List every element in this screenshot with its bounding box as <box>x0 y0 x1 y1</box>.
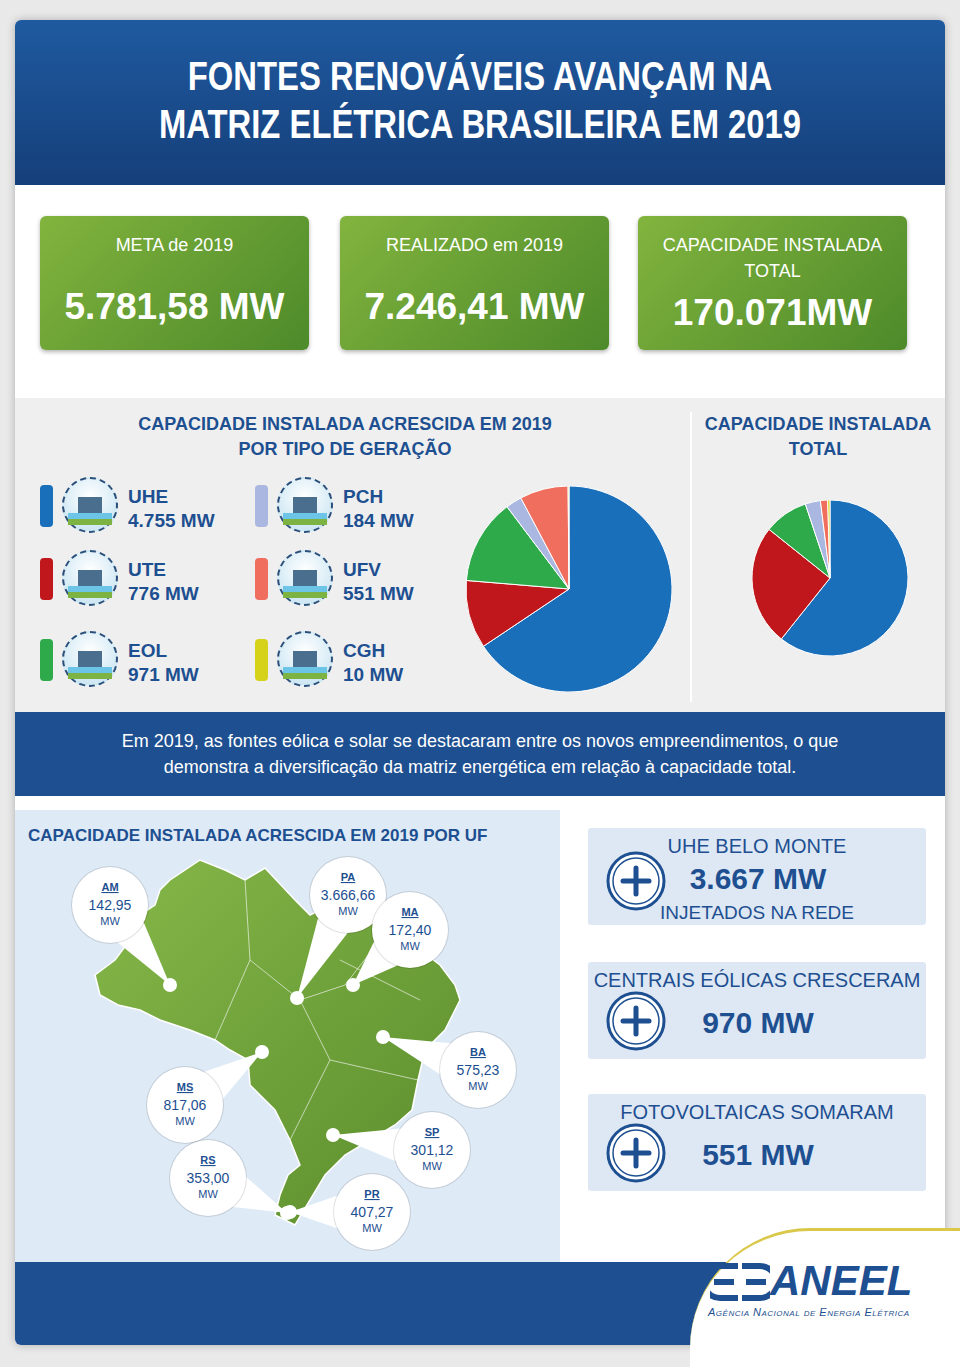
svg-text:MW: MW <box>400 940 420 952</box>
svg-text:MW: MW <box>468 1080 488 1092</box>
html-text:CAPACIDADE INSTALADA ACRESCIDA: CAPACIDADE INSTALADA ACRESCIDA EM 2019 P… <box>138 414 552 459</box>
svg-text:MA: MA <box>401 906 418 918</box>
html-text:CAPACIDADE INSTALADA TOTAL: CAPACIDADE INSTALADA TOTAL <box>704 414 932 459</box>
html-text:PCH: PCH <box>343 486 384 507</box>
html-text:10 MW: 10 MW <box>343 664 404 685</box>
html-text:CGH: CGH <box>343 640 386 661</box>
html-text:5.781,58 MW: 5.781,58 MW <box>64 286 285 327</box>
html-text:CAPACIDADE INSTALADA TOTAL: CAPACIDADE INSTALADA TOTAL <box>662 235 883 281</box>
html-text:UHE: UHE <box>128 486 169 507</box>
svg-text:PA: PA <box>341 871 356 883</box>
svg-text:575,23: 575,23 <box>457 1062 500 1078</box>
html-text:REALIZADO em 2019: REALIZADO em 2019 <box>386 235 563 255</box>
svg-text:RS: RS <box>200 1154 215 1166</box>
svg-text:172,40: 172,40 <box>389 922 432 938</box>
svg-text:MW: MW <box>338 905 358 917</box>
html-text:551 MW: 551 MW <box>343 583 414 604</box>
html-text:971 MW: 971 MW <box>128 664 199 685</box>
html-text:CENTRAIS EÓLICAS CRESCERAM: CENTRAIS EÓLICAS CRESCERAM <box>593 969 921 991</box>
html-text:UHE BELO MONTE: UHE BELO MONTE <box>667 835 847 857</box>
html-text:ANEEL: ANEEL <box>770 1257 913 1304</box>
html-text:551 MW: 551 MW <box>702 1138 814 1171</box>
svg-text:817,06: 817,06 <box>164 1097 207 1113</box>
svg-text:MW: MW <box>362 1222 382 1234</box>
svg-text:353,00: 353,00 <box>187 1170 230 1186</box>
html-text:UTE: UTE <box>128 559 166 580</box>
svg-text:301,12: 301,12 <box>411 1142 454 1158</box>
html-text:CAPACIDADE INSTALADA ACRESCIDA: CAPACIDADE INSTALADA ACRESCIDA EM 2019 P… <box>28 826 488 845</box>
svg-text:3.666,66: 3.666,66 <box>321 887 376 903</box>
svg-text:SP: SP <box>425 1126 440 1138</box>
html-text:Em 2019, as fontes eólica e so: Em 2019, as fontes eólica e solar se des… <box>121 731 839 777</box>
svg-text:BA: BA <box>470 1046 486 1058</box>
html-text:184 MW: 184 MW <box>343 510 414 531</box>
svg-text:142,95: 142,95 <box>89 897 132 913</box>
html-text:META de 2019: META de 2019 <box>115 235 234 255</box>
html-text:EOL: EOL <box>128 640 168 661</box>
svg-text:MW: MW <box>100 915 120 927</box>
svg-text:AM: AM <box>101 881 118 893</box>
svg-text:407,27: 407,27 <box>351 1204 394 1220</box>
html-text:970 MW: 970 MW <box>702 1006 814 1039</box>
html-text:Agência Nacional de Energia El: Agência Nacional de Energia Elétrica <box>708 1306 910 1318</box>
html-text:170.071MW: 170.071MW <box>672 292 873 333</box>
html-text:776 MW: 776 MW <box>128 583 199 604</box>
html-text:3.667 MW: 3.667 MW <box>689 862 827 895</box>
html-text:4.755 MW: 4.755 MW <box>128 510 215 531</box>
html-text:FOTOVOLTAICAS SOMARAM: FOTOVOLTAICAS SOMARAM <box>620 1101 894 1123</box>
svg-text:PR: PR <box>364 1188 379 1200</box>
html-text:7.246,41 MW: 7.246,41 MW <box>364 286 585 327</box>
svg-text:MW: MW <box>198 1188 218 1200</box>
svg-text:MW: MW <box>422 1160 442 1172</box>
html-text:INJETADOS NA REDE: INJETADOS NA REDE <box>660 902 854 923</box>
svg-text:MS: MS <box>177 1081 194 1093</box>
html-text:UFV: UFV <box>343 559 381 580</box>
html-text:FONTES RENOVÁVEIS AVANÇAM NA M: FONTES RENOVÁVEIS AVANÇAM NA MATRIZ ELÉT… <box>159 54 801 146</box>
svg-text:MW: MW <box>175 1115 195 1127</box>
